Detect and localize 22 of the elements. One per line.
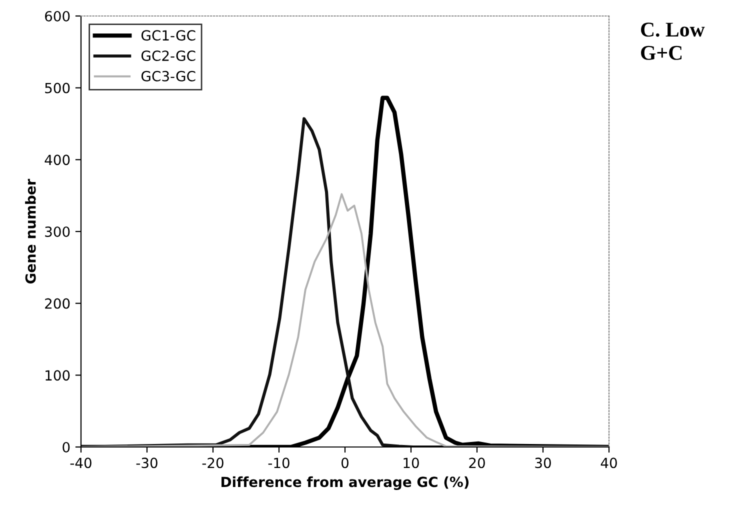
x-tick-label: 0 — [341, 458, 348, 468]
y-tick-label: 200 — [45, 298, 70, 309]
x-tick-label: 40 — [600, 458, 617, 468]
x-tick-label: 30 — [535, 458, 551, 468]
y-tick-label: 300 — [45, 226, 70, 237]
x-tick-label: -40 — [70, 458, 92, 468]
y-tick-label: 100 — [46, 370, 70, 381]
x-axis-title: Difference from average GC (%) — [222, 476, 469, 490]
legend-label: GC2-GC — [142, 50, 196, 62]
y-tick-label: 500 — [45, 82, 70, 94]
x-tick-label: 10 — [404, 458, 419, 468]
y-tick-label: 600 — [45, 10, 70, 22]
legend-label: GC1-GC — [142, 30, 196, 41]
x-tick-label: -30 — [136, 458, 158, 468]
y-tick-label: 400 — [44, 154, 70, 166]
x-tick-label: -10 — [268, 458, 290, 468]
x-tick-label: -20 — [202, 458, 224, 468]
y-tick-label: 0 — [62, 442, 70, 452]
x-tick-label: 20 — [469, 458, 485, 468]
legend-label: GC3-GC — [142, 70, 196, 82]
text: C. Low G+C — [641, 22, 705, 60]
y-axis-title: Gene number — [25, 178, 36, 284]
